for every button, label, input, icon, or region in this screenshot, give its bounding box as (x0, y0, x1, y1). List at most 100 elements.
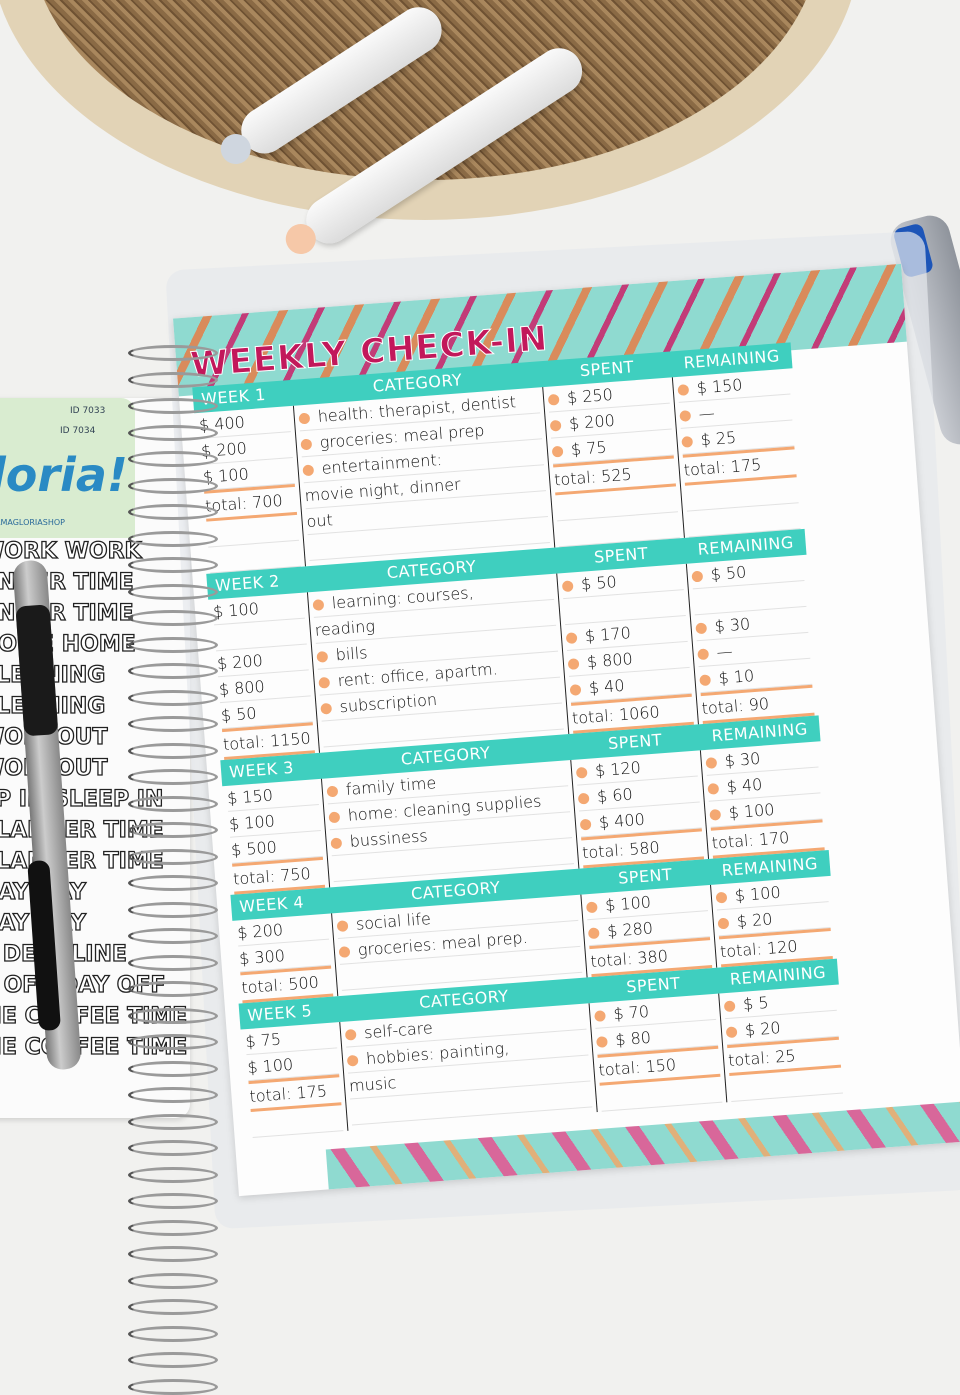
remaining-column: $ 50 $ 30 — $ 10 total: 90 (687, 555, 819, 725)
bullet-dot-icon (565, 632, 578, 645)
spiral-ring (128, 1140, 218, 1156)
bullet-dot-icon (699, 674, 712, 687)
spiral-ring (128, 345, 218, 361)
budget-column: $ 100 $ 200 $ 800 $ 50 total: 1150 (208, 592, 321, 761)
sticker-sheet-header (0, 398, 135, 538)
budget-total-value: total: 500 (240, 972, 320, 998)
spiral-ring (128, 451, 218, 467)
shop-handle: AMAGLORIASHOP (0, 518, 65, 527)
bullet-dot-icon (679, 410, 692, 422)
spent-total-value: total: 580 (581, 837, 661, 863)
spiral-ring (128, 716, 218, 732)
category-text: music (348, 1073, 397, 1096)
bullet-dot-icon (709, 808, 722, 821)
category-column: self-care hobbies: painting, music (340, 1003, 598, 1131)
category-column: learning: courses, reading bills rent: offi… (307, 573, 570, 753)
spiral-ring (128, 1352, 218, 1368)
spiral-ring (128, 610, 218, 626)
bullet-dot-icon (328, 811, 341, 824)
spent-column: $ 70 $ 80 total: 150 (589, 993, 728, 1112)
category-text: out (305, 510, 334, 532)
spent-value: $ 40 (588, 675, 626, 698)
bullet-dot-icon (318, 676, 331, 689)
bullet-dot-icon (312, 599, 325, 611)
remaining-total-value: total: 175 (683, 454, 762, 480)
spiral-ring (128, 663, 218, 679)
bullet-dot-icon (577, 792, 590, 805)
bullet-dot-icon (575, 766, 588, 779)
spiral-ring (128, 1299, 218, 1315)
budget-row (250, 1105, 344, 1138)
spiral-ring (128, 875, 218, 891)
spiral-ring (128, 398, 218, 414)
weekly-budget-table: WEEK 1 CATEGORY SPENT REMAINING $ 400 $ 200 $ … (192, 342, 847, 1139)
budget-value: $ 150 (226, 785, 274, 808)
spent-value: $ 800 (586, 649, 634, 672)
remaining-value: $ 5 (742, 992, 770, 1014)
budget-total-value: total: 175 (248, 1081, 328, 1107)
bullet-dot-icon (316, 650, 329, 663)
spiral-ring (128, 954, 218, 971)
remaining-value: $ 40 (725, 774, 763, 797)
budget-value: $ 200 (236, 920, 284, 943)
bullet-dot-icon (300, 438, 313, 451)
bullet-dot-icon (551, 445, 564, 458)
bullet-dot-icon (579, 818, 592, 831)
planner-page: WEEKLY CHECK-IN WEEK 1 CATEGORY SPENT REMAI… (173, 263, 960, 1197)
bullet-dot-icon (691, 570, 704, 583)
bullet-dot-icon (681, 436, 694, 448)
remaining-value: $ 100 (727, 799, 776, 823)
remaining-column: $ 150 — $ 25 total: 175 (673, 368, 805, 538)
bullet-dot-icon (695, 622, 708, 635)
bullet-dot-icon (587, 927, 600, 940)
bullet-dot-icon (302, 464, 315, 477)
category-column: health: therapist, dentist groceries: mea… (293, 387, 556, 567)
category-text: subscription (338, 689, 438, 717)
budget-total-value: total: 1150 (222, 728, 312, 755)
bullet-dot-icon (549, 419, 562, 432)
spiral-ring (128, 769, 218, 785)
spiral-ring (128, 1272, 218, 1289)
brand-logo: loria! (0, 448, 128, 502)
category-text: social life (355, 908, 432, 934)
bullet-dot-icon (725, 1026, 738, 1039)
spent-total-value: total: 150 (597, 1055, 677, 1080)
budget-value: $ 300 (238, 946, 286, 969)
bullet-dot-icon (707, 783, 720, 795)
spiral-ring (128, 742, 218, 759)
remaining-value: $ 30 (724, 748, 761, 771)
budget-column: $ 75 $ 100 total: 175 (240, 1022, 349, 1139)
bullet-dot-icon (717, 917, 730, 930)
category-text: bills (334, 642, 369, 665)
remaining-total-value: total: 90 (701, 694, 770, 719)
spiral-ring (128, 1325, 218, 1342)
spiral-ring (128, 1193, 218, 1209)
spent-column: $ 250 $ 200 $ 75 total: 525 (543, 377, 685, 548)
spent-value: $ 120 (594, 757, 642, 781)
spiral-ring (128, 557, 218, 573)
budget-value: $ 50 (220, 703, 258, 726)
budget-value: $ 100 (246, 1054, 294, 1078)
budget-column: $ 150 $ 100 $ 500 total: 750 (222, 778, 331, 895)
spent-value: $ 170 (584, 623, 632, 646)
budget-value: $ 75 (244, 1029, 282, 1052)
remaining-column: $ 30 $ 40 $ 100 total: 170 (701, 741, 829, 859)
spiral-ring (128, 981, 218, 997)
remaining-value: $ 20 (744, 1018, 782, 1040)
spent-value: $ 75 (570, 437, 608, 460)
spent-column: $ 100 $ 280 total: 380 (581, 884, 718, 978)
budget-total-value: total: 750 (232, 863, 312, 889)
budget-value: $ 200 (216, 650, 264, 674)
budget-value: $ 100 (228, 811, 276, 834)
category-text: reading (314, 616, 376, 640)
bullet-dot-icon (298, 412, 311, 425)
sticker-word[interactable]: WORK WORK (0, 538, 142, 564)
bullet-dot-icon (596, 1036, 608, 1048)
spent-value: $ 50 (580, 572, 618, 594)
spent-value: $ 250 (566, 384, 614, 408)
bullet-dot-icon (715, 891, 728, 904)
remaining-value: $ 30 (713, 614, 751, 636)
bullet-dot-icon (594, 1010, 606, 1022)
spiral-ring (128, 1034, 218, 1050)
remaining-value: $ 50 (710, 562, 747, 584)
